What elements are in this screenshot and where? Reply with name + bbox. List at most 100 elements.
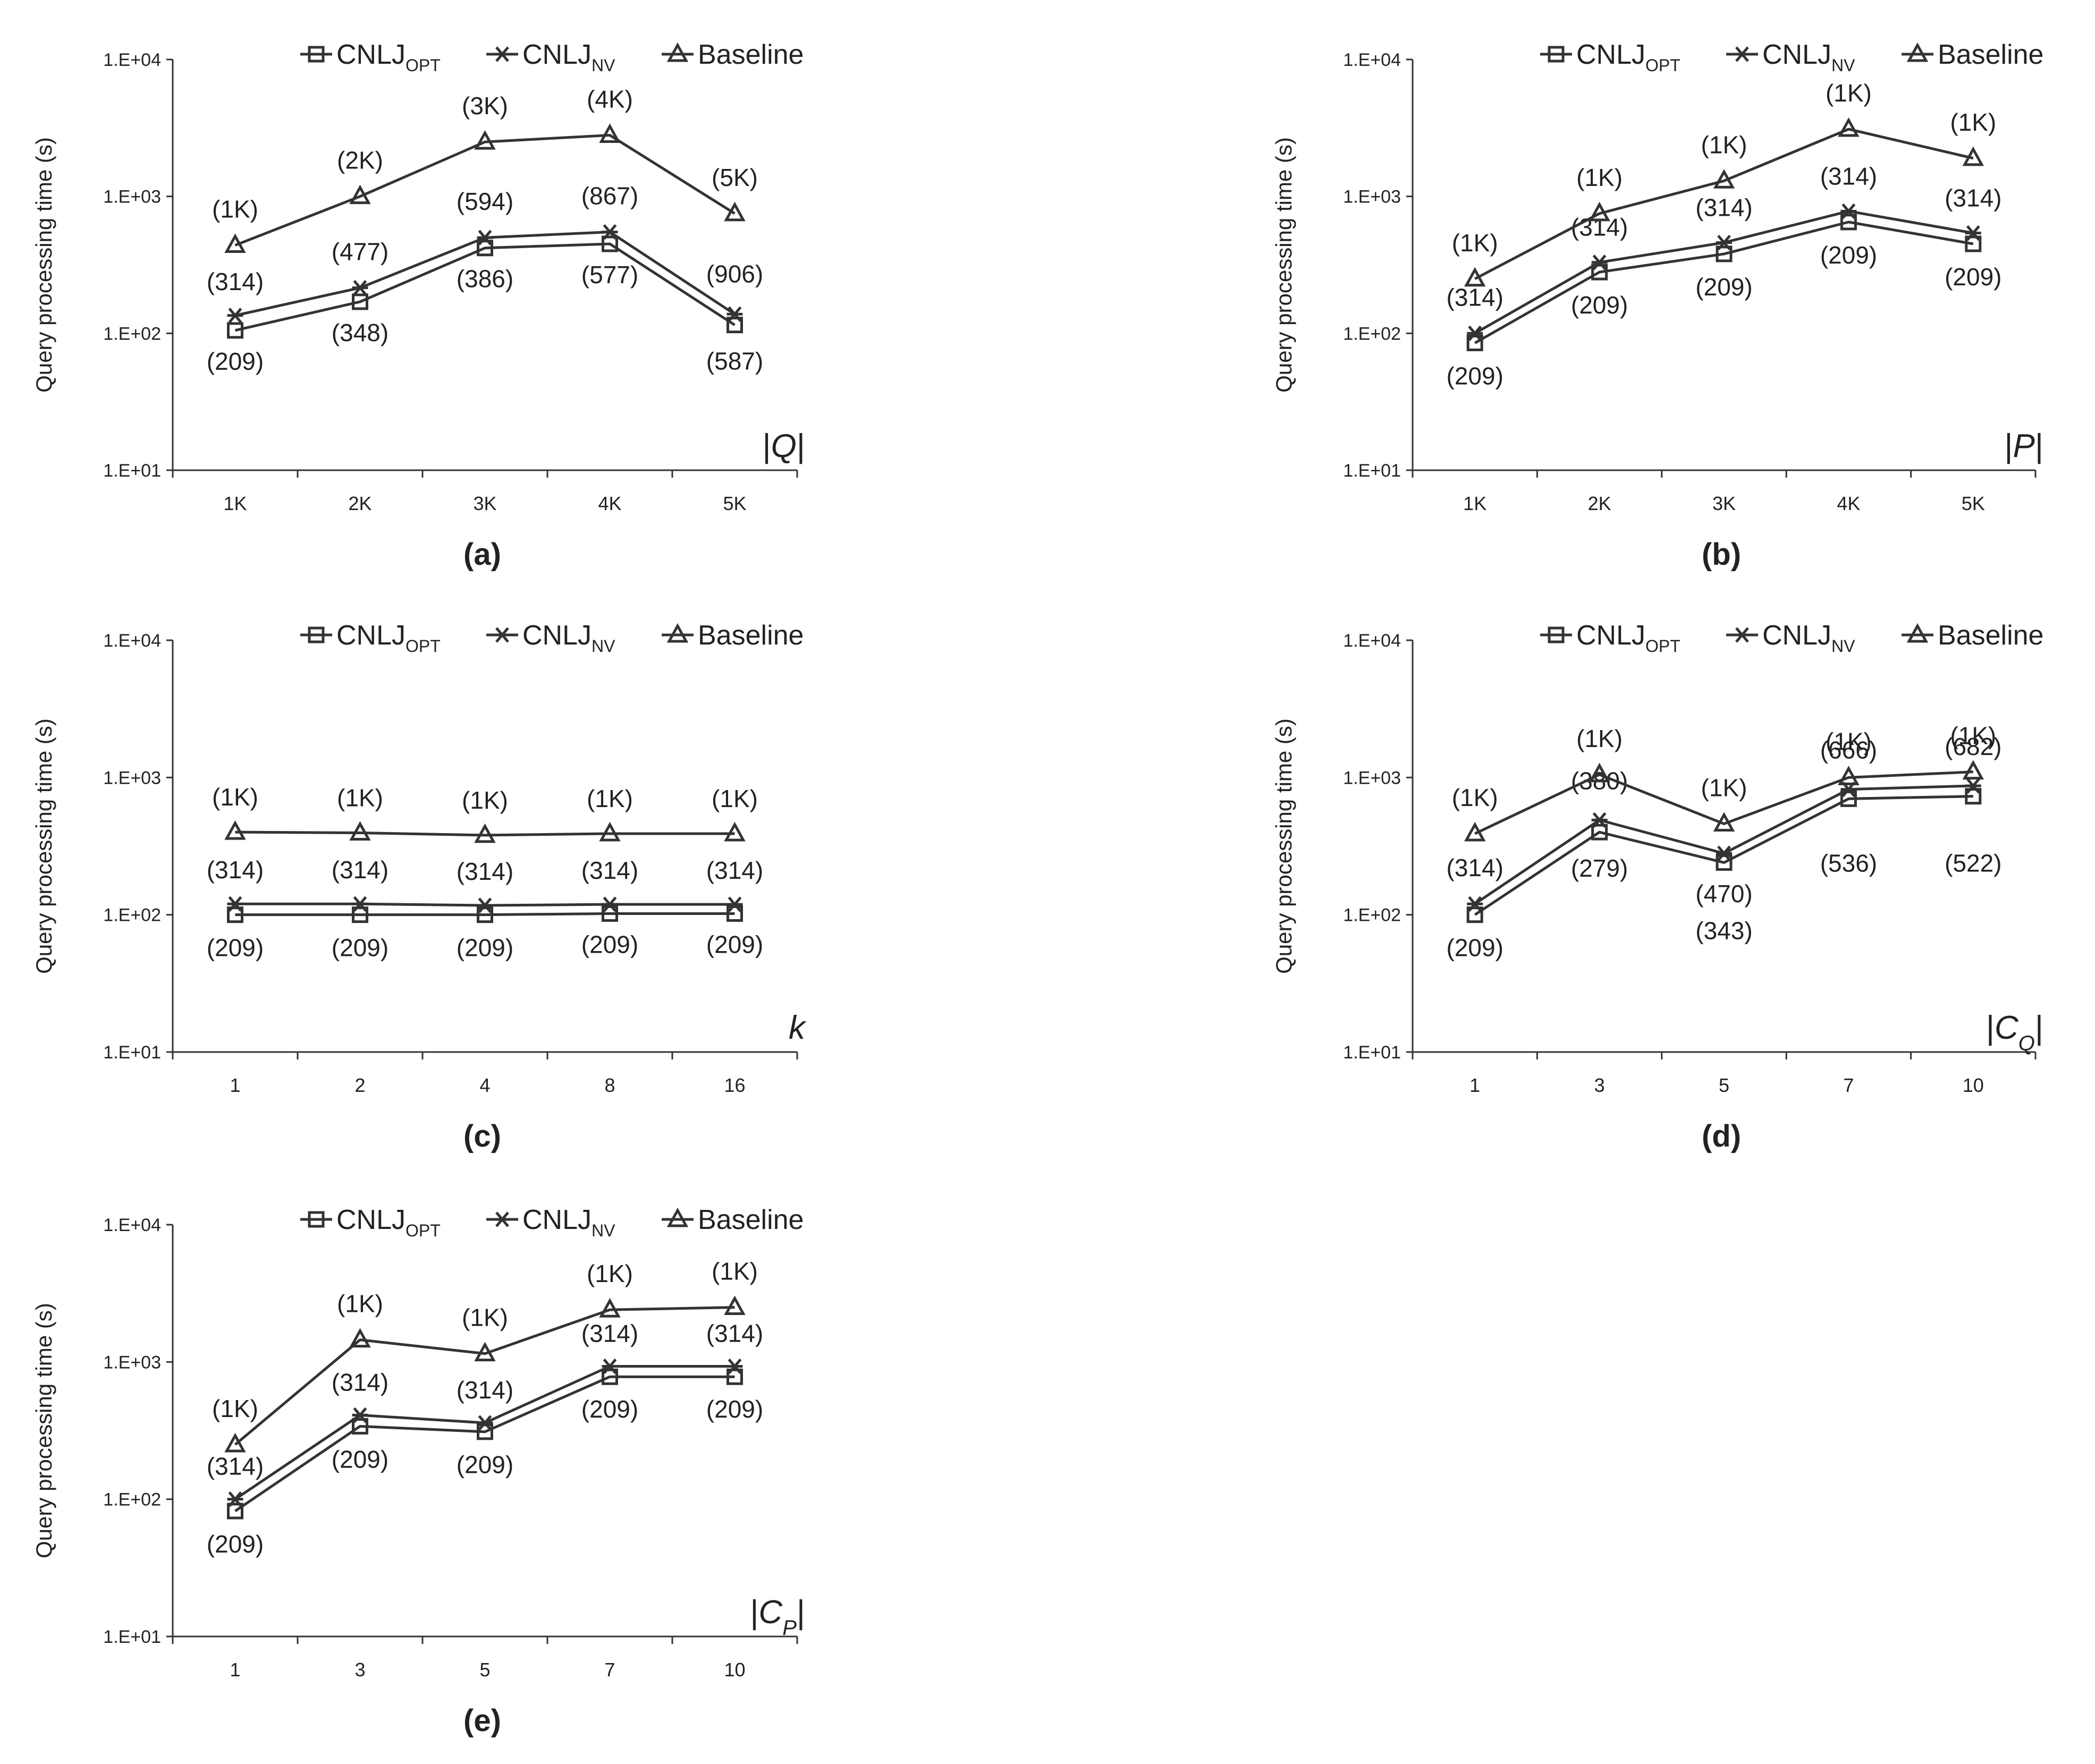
x-axis-label: |CQ| bbox=[1986, 1010, 2043, 1055]
data-label: (1K) bbox=[462, 1304, 508, 1332]
square-marker-icon bbox=[227, 322, 243, 339]
data-label: (314) bbox=[581, 1319, 638, 1347]
data-label: (343) bbox=[1695, 917, 1752, 944]
data-label: (477) bbox=[332, 238, 388, 266]
triangle-marker-icon bbox=[666, 1207, 689, 1227]
data-label: (314) bbox=[1945, 184, 2001, 212]
data-label: (1K) bbox=[212, 196, 258, 223]
asterisk-marker-icon bbox=[727, 1358, 743, 1375]
square-marker-icon bbox=[1591, 264, 1608, 281]
asterisk-marker-icon bbox=[494, 46, 510, 62]
panel-caption: (e) bbox=[463, 1703, 501, 1738]
series-baseline: (1K) (1K) (1K) (1K) (1K) bbox=[1452, 79, 1996, 287]
data-label: (314) bbox=[706, 856, 763, 884]
triangle-marker-icon bbox=[1906, 623, 1929, 643]
x-tick-label: 3K bbox=[473, 493, 496, 514]
series-line bbox=[235, 912, 735, 917]
legend-label: CNLJNV bbox=[522, 620, 615, 656]
square-marker-icon bbox=[477, 240, 493, 257]
x-tick-label: 7 bbox=[1843, 1074, 1854, 1096]
x-tick-label: 1 bbox=[1469, 1074, 1480, 1096]
legend-label-subscript: NV bbox=[592, 637, 615, 656]
legend-label-subscript: NV bbox=[592, 56, 615, 75]
chart-panel-e: 1.E+01 1.E+02 1.E+03 1.E+04 1 3 5 7 10 Query proc… bbox=[31, 1205, 805, 1738]
data-label: (314) bbox=[581, 856, 638, 884]
square-marker-icon bbox=[602, 1368, 618, 1385]
data-label: (314) bbox=[1695, 194, 1752, 222]
y-axis-title: Query processing time (s) bbox=[1271, 137, 1296, 393]
x-axis-label-part: | bbox=[797, 428, 805, 464]
legend-label: CNLJOPT bbox=[336, 39, 441, 75]
asterisk-marker-icon bbox=[494, 627, 510, 643]
legend-label: Baseline bbox=[1938, 620, 2043, 651]
data-label: (314) bbox=[207, 268, 264, 295]
data-label: (1K) bbox=[212, 1395, 258, 1422]
y-tick-label: 1.E+02 bbox=[1343, 324, 1401, 344]
data-label: (1K) bbox=[1701, 131, 1747, 158]
data-label: (1K) bbox=[712, 1258, 758, 1285]
x-axis-label-part: | bbox=[2004, 428, 2013, 464]
data-label: (3K) bbox=[462, 92, 508, 120]
data-label: (314) bbox=[706, 1319, 763, 1347]
legend-label-base: CNLJ bbox=[522, 620, 592, 651]
y-axis-title: Query processing time (s) bbox=[31, 718, 56, 974]
square-marker-icon bbox=[477, 906, 493, 923]
triangle-marker-icon bbox=[1962, 760, 1984, 780]
data-label: (470) bbox=[1695, 880, 1752, 908]
data-label: (906) bbox=[706, 260, 763, 287]
x-axis-label-part: Q bbox=[771, 428, 797, 464]
data-label: (209) bbox=[207, 1530, 264, 1558]
series-cnlj-opt: (209) (348) (386) (577) (587) bbox=[207, 235, 763, 375]
legend-label-subscript: OPT bbox=[406, 1221, 441, 1240]
data-label: (1K) bbox=[337, 784, 383, 812]
x-tick-label: 1K bbox=[1463, 493, 1486, 514]
data-label: (314) bbox=[1447, 854, 1503, 881]
triangle-marker-icon bbox=[666, 42, 689, 62]
data-label: (314) bbox=[1571, 214, 1628, 241]
legend-label: Baseline bbox=[1938, 39, 2043, 70]
y-tick-label: 1.E+03 bbox=[103, 187, 161, 207]
x-axis-label-part: P bbox=[782, 1616, 797, 1640]
x-tick-label: 1 bbox=[230, 1074, 240, 1096]
x-axis-label-part: Q bbox=[2018, 1032, 2035, 1055]
asterisk-marker-icon bbox=[727, 306, 743, 322]
x-tick-label: 1 bbox=[230, 1659, 240, 1681]
square-marker-icon bbox=[1965, 235, 1982, 252]
series-line bbox=[234, 242, 736, 332]
series-baseline: (1K) (1K) (1K) (1K) (1K) bbox=[212, 1258, 758, 1453]
y-tick-label: 1.E+02 bbox=[103, 324, 161, 344]
square-marker-icon bbox=[1840, 214, 1857, 231]
triangle-marker-icon bbox=[599, 821, 621, 842]
legend-label-subscript: NV bbox=[1831, 56, 1855, 75]
triangle-marker-icon bbox=[1464, 821, 1486, 842]
data-label: (209) bbox=[1571, 291, 1628, 319]
y-axis-title: Query processing time (s) bbox=[31, 137, 56, 393]
series-baseline: (1K) (1K) (1K) (1K) (1K) bbox=[1452, 722, 1996, 842]
x-axis-label-part: C bbox=[758, 1594, 783, 1631]
triangle-marker-icon bbox=[1713, 812, 1735, 832]
legend-label: CNLJNV bbox=[1762, 39, 1855, 75]
y-tick-label: 1.E+02 bbox=[1343, 905, 1401, 926]
square-marker-icon bbox=[352, 293, 368, 310]
data-label: (587) bbox=[706, 347, 763, 375]
series-line bbox=[234, 1375, 735, 1512]
y-tick-label: 1.E+04 bbox=[103, 631, 161, 651]
data-label: (1K) bbox=[1950, 722, 1996, 750]
series-cnlj-nv: (314) (314) (314) (314) (314) bbox=[207, 856, 763, 913]
square-marker-icon bbox=[308, 626, 325, 643]
x-tick-label: 5 bbox=[479, 1659, 490, 1681]
triangle-marker-icon bbox=[349, 821, 371, 841]
series-line bbox=[234, 1306, 735, 1446]
data-label: (209) bbox=[1695, 273, 1752, 301]
legend-label-base: Baseline bbox=[698, 620, 804, 651]
x-tick-label: 2K bbox=[1588, 493, 1611, 514]
x-axis-label-part: | bbox=[750, 1594, 758, 1631]
data-label: (209) bbox=[332, 1445, 388, 1473]
x-tick-label: 4 bbox=[479, 1074, 490, 1096]
asterisk-marker-icon bbox=[227, 1491, 243, 1507]
x-tick-label: 8 bbox=[604, 1074, 615, 1096]
x-axis-label-part: | bbox=[797, 1594, 805, 1631]
asterisk-marker-icon bbox=[1716, 845, 1732, 861]
x-axis-label: k bbox=[789, 1010, 807, 1046]
data-label: (594) bbox=[457, 188, 513, 215]
